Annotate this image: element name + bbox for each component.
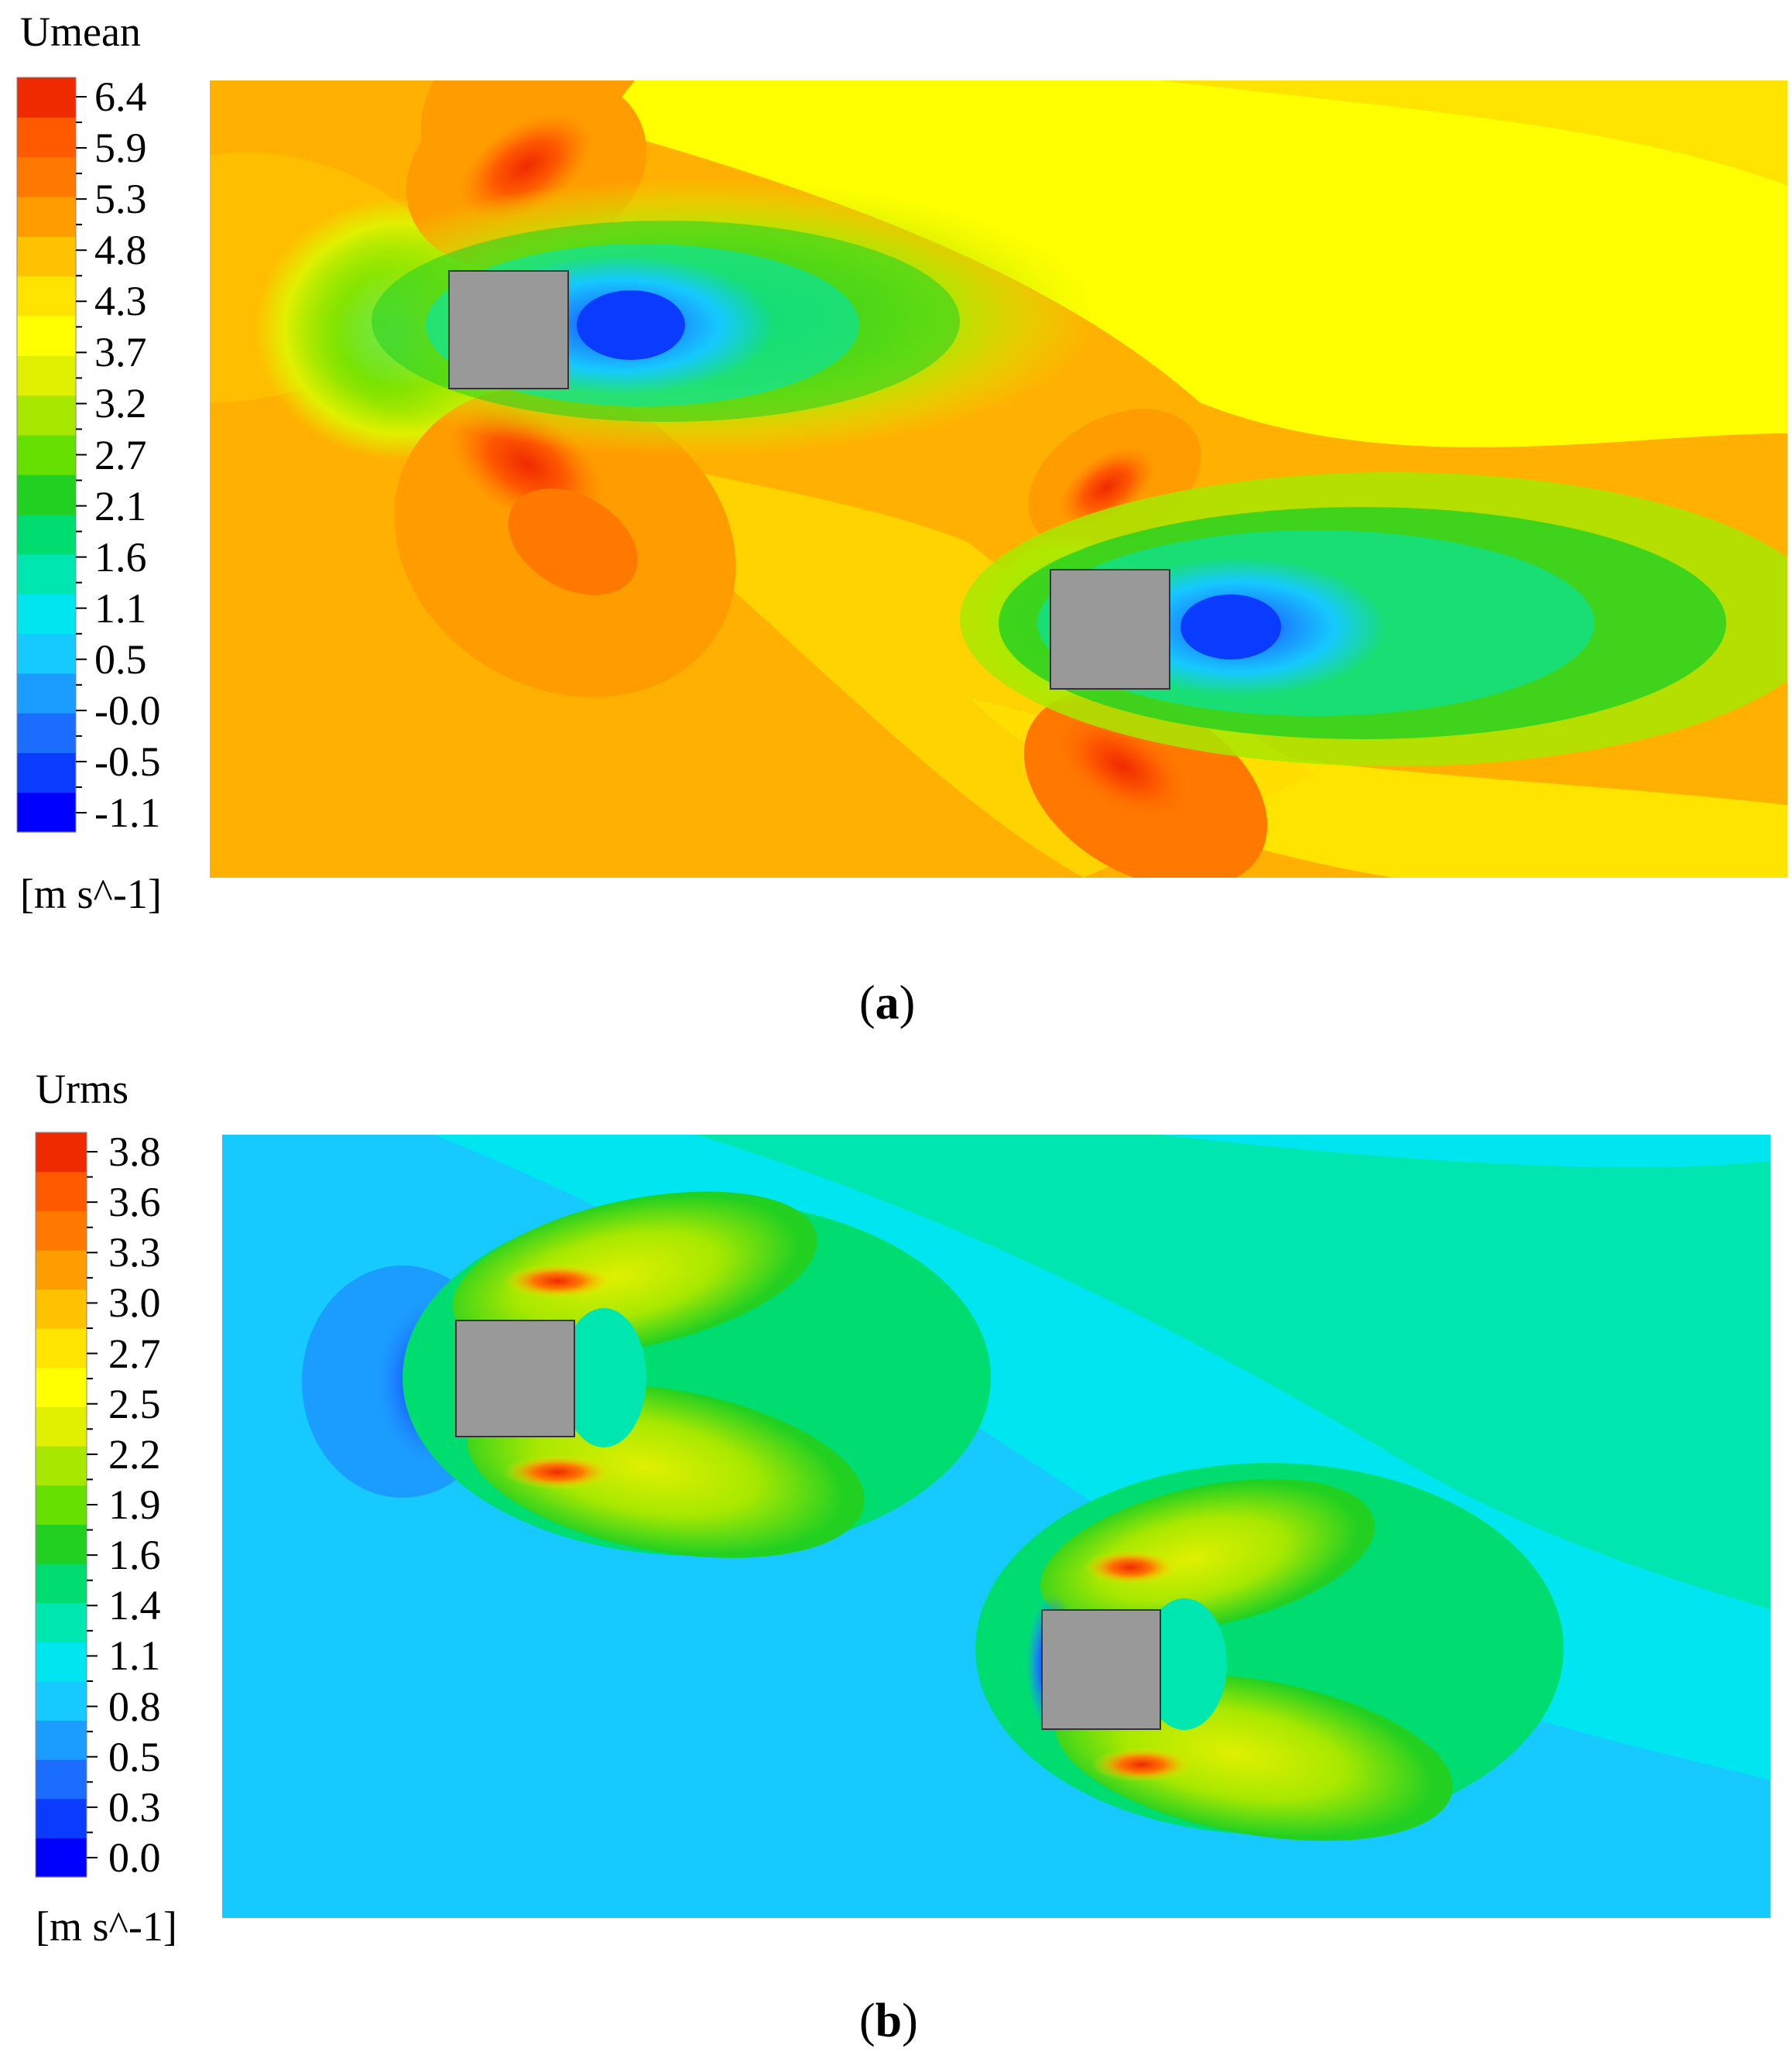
colorbar-tick-label: 3.6 <box>108 1179 161 1226</box>
caption-b: (b) <box>859 1995 918 2047</box>
umean-unit: [m s^-1] <box>20 871 162 917</box>
colorbar-tick-label: 4.3 <box>94 278 147 325</box>
colorbar-band <box>17 594 76 635</box>
colorbar-band <box>17 156 76 197</box>
colorbar-tick-label: -0.0 <box>94 687 161 734</box>
colorbar-band <box>17 315 76 356</box>
colorbar-band <box>36 1759 87 1800</box>
colorbar-band <box>17 434 76 475</box>
colorbar-tick-label: 4.8 <box>94 227 147 274</box>
title-umean: Umean <box>20 9 141 55</box>
colorbar-band <box>36 1642 87 1682</box>
colorbar-band <box>36 1524 87 1564</box>
colorbar-tick-label: 0.5 <box>108 1733 161 1780</box>
colorbar-band <box>36 1446 87 1486</box>
colorbar-band <box>36 1563 87 1604</box>
colorbar-band <box>17 395 76 436</box>
colorbar-tick-label: 5.9 <box>94 125 147 172</box>
caption-a: (a) <box>859 977 916 1029</box>
colorbar-band <box>36 1680 87 1721</box>
colorbar-tick-label: 1.4 <box>108 1582 161 1629</box>
colorbar-band <box>36 1602 87 1642</box>
colorbar-band <box>17 117 76 158</box>
colorbar-tick-label: 0.3 <box>108 1783 161 1831</box>
colorbar-tick-label: 3.2 <box>94 380 147 427</box>
colorbar-band <box>17 474 76 515</box>
colorbar-band <box>17 355 76 396</box>
colorbar-tick-label: 2.1 <box>94 482 147 529</box>
colorbar-band <box>17 713 76 753</box>
obstacle-2 <box>1050 569 1170 690</box>
colorbar-band <box>36 1249 87 1290</box>
colorbar-band <box>17 673 76 714</box>
umean-figure <box>16 77 1787 878</box>
colorbar-tick-label: 1.9 <box>108 1481 161 1528</box>
colorbar-band <box>17 752 76 793</box>
obstacle-2 <box>1041 1609 1161 1730</box>
colorbar-band <box>17 633 76 674</box>
colorbar-band <box>36 1406 87 1447</box>
colorbar-tick-label: 3.0 <box>108 1279 161 1327</box>
colorbar-band <box>17 196 76 237</box>
colorbar-tick-label: 1.6 <box>94 533 147 581</box>
colorbar-tick-label: 1.1 <box>94 584 147 632</box>
colorbar-band <box>17 276 76 317</box>
colorbar-band <box>36 1171 87 1211</box>
colorbar-tick-label: 3.8 <box>108 1129 161 1175</box>
colorbar-tick-label: 3.3 <box>108 1229 161 1276</box>
colorbar-tick-label: -1.1 <box>94 789 161 836</box>
obstacle-1 <box>448 270 569 389</box>
umean-field <box>210 80 1787 878</box>
colorbar-tick-label: 6.4 <box>94 74 147 120</box>
colorbar-band <box>17 553 76 594</box>
urms-colorbar <box>35 1132 98 1878</box>
colorbar-band <box>36 1485 87 1525</box>
colorbar-tick-label: 1.1 <box>108 1632 161 1680</box>
colorbar-band <box>17 792 76 833</box>
obstacle-1 <box>455 1320 575 1437</box>
colorbar-band <box>36 1367 87 1408</box>
colorbar-band <box>17 77 76 118</box>
colorbar-band <box>36 1132 87 1173</box>
colorbar-band <box>36 1289 87 1329</box>
colorbar-band <box>17 514 76 555</box>
urms-unit: [m s^-1] <box>36 1903 177 1950</box>
colorbar-tick-label: 3.7 <box>94 329 147 376</box>
colorbar-tick-label: 5.3 <box>94 176 147 223</box>
colorbar-band <box>36 1328 87 1368</box>
colorbar-band <box>36 1720 87 1760</box>
colorbar-band <box>36 1211 87 1251</box>
colorbar-tick-label: -0.5 <box>94 738 161 785</box>
colorbar-tick-label: 0.8 <box>108 1683 161 1730</box>
colorbar-tick-label: 2.7 <box>108 1330 161 1377</box>
colorbar-tick-label: 2.2 <box>108 1430 161 1478</box>
title-urms: Urms <box>36 1066 128 1112</box>
colorbar-tick-label: 0.5 <box>94 635 147 683</box>
colorbar-tick-label: 0.0 <box>108 1834 161 1881</box>
colorbar-tick-label: 1.6 <box>108 1532 161 1579</box>
colorbar-band <box>36 1838 87 1878</box>
urms-field <box>222 1135 1770 1918</box>
colorbar-tick-label: 2.7 <box>94 431 147 478</box>
umean-colorbar <box>16 77 87 833</box>
colorbar-band <box>36 1798 87 1838</box>
colorbar-band <box>17 236 76 277</box>
colorbar-tick-label: 2.5 <box>108 1380 161 1427</box>
